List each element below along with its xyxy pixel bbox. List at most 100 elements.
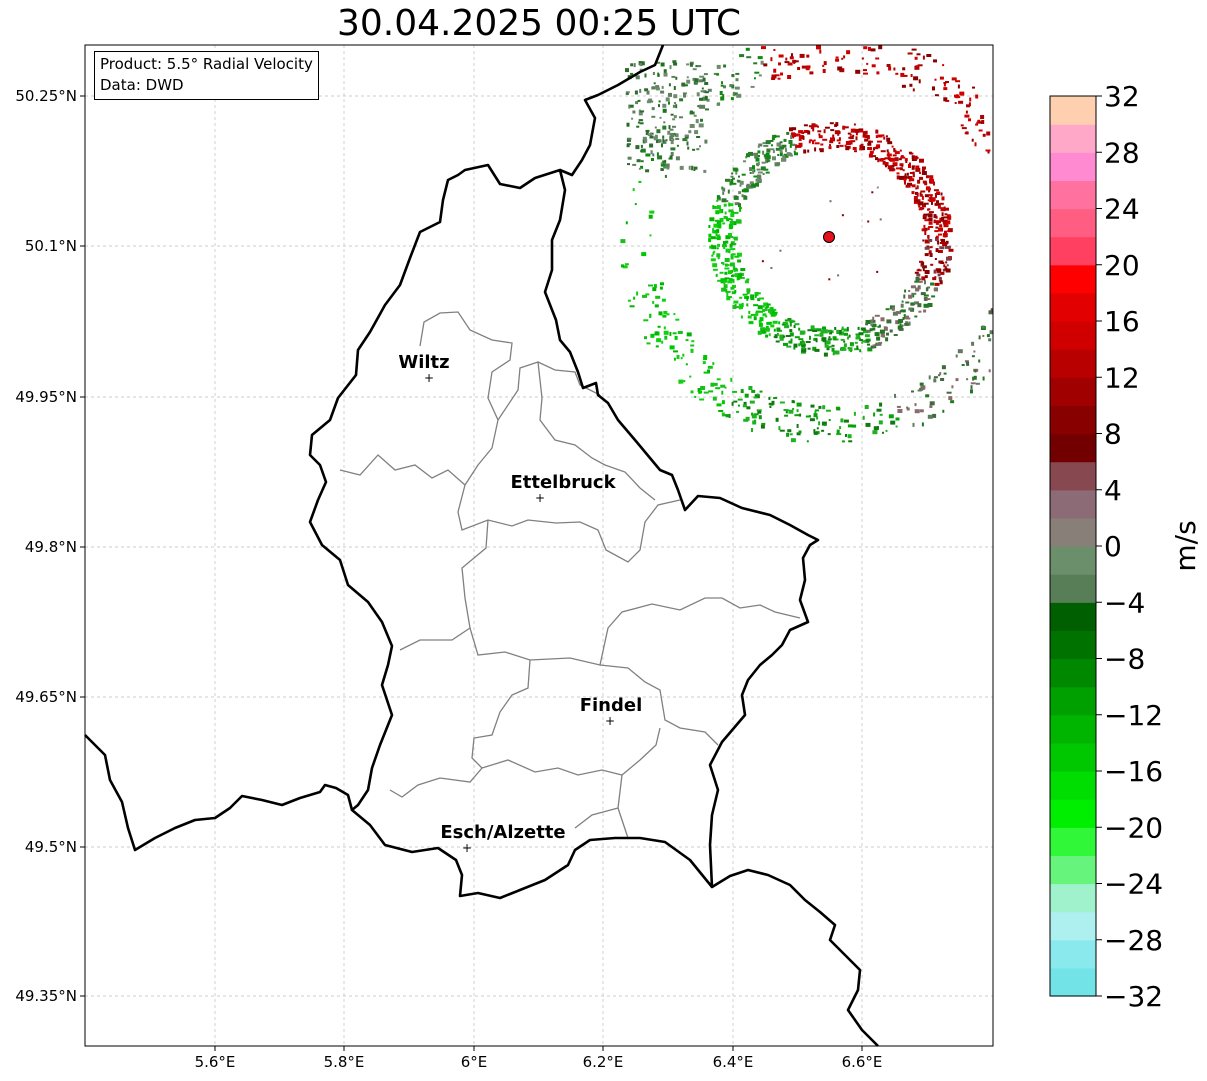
radar-echo-pixel [863, 72, 868, 75]
radar-echo-pixel [693, 166, 698, 170]
radar-echo-pixel [778, 142, 782, 147]
radar-echo-pixel [722, 222, 726, 225]
radar-echo-pixel [734, 255, 740, 258]
radar-echo-pixel [866, 62, 869, 65]
radar-echo-pixel [932, 86, 935, 91]
radar-echo-pixel [773, 328, 776, 332]
radar-echo-pixel [861, 57, 864, 60]
radar-echo-pixel [692, 148, 696, 151]
radar-echo-pixel [893, 334, 898, 336]
colorbar-segment [1050, 264, 1096, 294]
radar-echo-pixel [885, 337, 889, 342]
radar-echo-pixel [914, 271, 919, 274]
radar-echo-pixel [641, 252, 647, 257]
radar-echo-pixel [808, 140, 811, 144]
radar-echo-pixel [734, 268, 739, 272]
radar-echo-pixel [954, 94, 959, 98]
colorbar-tick-label: −20 [1104, 811, 1163, 844]
radar-echo-pixel [822, 69, 826, 73]
radar-echo-pixel [624, 263, 629, 266]
radar-echo-pixel [885, 135, 888, 138]
radar-echo-pixel [669, 331, 672, 336]
colorbar-segment [1050, 489, 1096, 519]
radar-echo-pixel [766, 303, 771, 306]
radar-echo-pixel [943, 82, 946, 87]
colorbar-segments [1050, 96, 1096, 997]
radar-echo-pixel [943, 97, 948, 102]
radar-echo-pixel [726, 296, 731, 301]
city-label: Esch/Alzette [440, 822, 565, 843]
radar-echo-pixel [863, 69, 867, 72]
radar-echo-pixel [921, 169, 925, 172]
radar-echo-pixel [708, 233, 712, 238]
colorbar-ticks: 32 28 24 20 16 12 8 4 0 −4 −8 −12 −16 −20 −24 −28 −32 [1096, 80, 1163, 1013]
radar-echo-pixel [788, 319, 794, 322]
radar-echo-pixel [877, 134, 883, 138]
radar-echo-pixel [739, 207, 742, 212]
radar-echo-pixel [912, 174, 915, 178]
radar-echo-pixel [662, 103, 667, 108]
radar-echo-pixel [904, 289, 907, 293]
radar-echo-pixel [700, 90, 706, 93]
radar-echo-pixel [785, 335, 791, 337]
radar-echo-pixel [855, 136, 858, 141]
radar-echo-pixel [922, 239, 925, 242]
radar-echo-pixel [650, 333, 655, 338]
radar-echo-pixel [821, 429, 825, 432]
radar-echo-pixel [908, 294, 913, 299]
radar-echo-pixel [627, 137, 632, 140]
radar-echo-pixel [730, 218, 733, 222]
radar-echo-pixel [790, 338, 793, 342]
radar-echo-pixel [914, 301, 919, 305]
radar-echo-pixel [945, 99, 950, 102]
radar-echo-pixel [789, 143, 792, 148]
radar-echo-pixel [658, 139, 662, 143]
radar-echo-pixel [669, 128, 674, 131]
radar-echo-pixel [728, 202, 731, 207]
radar-echo-pixel [672, 104, 676, 108]
radar-echo-pixel [943, 264, 946, 268]
radar-echo-pixel [652, 153, 655, 157]
radar-echo-pixel [664, 174, 667, 178]
radar-echo-pixel [789, 329, 793, 333]
radar-echo-pixel [750, 85, 755, 88]
radar-echo-pixel [888, 157, 891, 162]
radar-echo-pixel [948, 396, 953, 401]
radar-echo-pixel [814, 147, 817, 152]
radar-echo-pixel [940, 271, 945, 275]
radar-echo-pixel [812, 330, 818, 332]
radar-echo-pixel [743, 418, 749, 422]
radar-echo-pixel [765, 325, 769, 329]
radar-echo-pixel [750, 313, 756, 316]
radar-echo-pixel [731, 401, 734, 406]
radar-echo-pixel [829, 200, 832, 203]
radar-echo-pixel [912, 422, 915, 427]
radar-echo-pixel [717, 257, 720, 260]
radar-echo-pixel [886, 149, 889, 153]
radar-echo-pixel [972, 376, 975, 381]
radar-echo-pixel [917, 179, 921, 184]
radar-echo-pixel [704, 91, 709, 94]
radar-echo-pixel [924, 231, 927, 235]
radar-echo-pixel [655, 345, 659, 348]
radar-echo-pixel [818, 405, 822, 409]
radar-echo-pixel [639, 63, 643, 67]
radar-echo-pixel [921, 276, 926, 281]
radar-echo-pixel [928, 196, 933, 199]
radar-echo-pixel [769, 148, 775, 151]
radar-echo-pixel [767, 155, 771, 160]
radar-echo-pixel [768, 333, 771, 337]
radar-echo-pixel [798, 135, 804, 139]
colorbar-tick-label: −28 [1104, 924, 1163, 957]
radar-echo-pixel [903, 177, 907, 181]
radar-echo-pixel [915, 167, 921, 172]
radar-echo-pixel [716, 102, 720, 106]
lon-tick-label: 6.6°E [842, 1053, 883, 1071]
radar-echo-pixel [945, 207, 949, 211]
radar-echo-pixel [933, 189, 939, 192]
radar-echo-pixel [751, 389, 756, 393]
radar-echo-pixel [738, 307, 743, 310]
colorbar-tick-label: 16 [1104, 305, 1140, 338]
radar-echo-pixel [720, 96, 725, 101]
radar-echo-pixel [847, 132, 851, 135]
